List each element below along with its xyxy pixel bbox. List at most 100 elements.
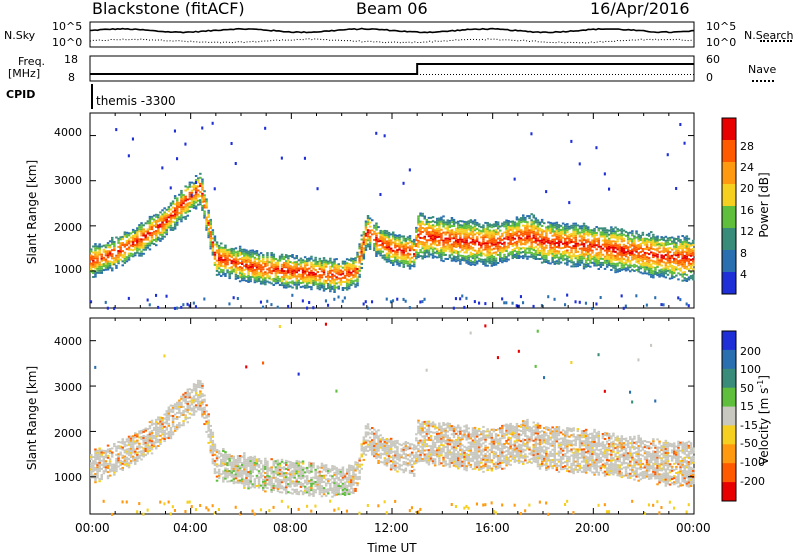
heatmap-cell: [169, 208, 173, 211]
heatmap-cell: [234, 162, 237, 165]
heatmap-cell: [220, 275, 223, 277]
heatmap-cell: [622, 233, 626, 236]
heatmap-cell: [608, 247, 611, 250]
heatmap-cell: [165, 225, 168, 227]
heatmap-cell: [471, 261, 475, 264]
heatmap-cell: [610, 230, 613, 233]
heatmap-cell: [373, 224, 376, 227]
heatmap-cell: [257, 486, 261, 489]
heatmap-cell: [459, 228, 462, 231]
heatmap-cell: [658, 247, 661, 250]
heatmap-cell: [146, 238, 150, 241]
heatmap-cell: [92, 257, 95, 260]
heatmap-cell: [566, 259, 569, 262]
heatmap-cell: [362, 302, 365, 306]
heatmap-cell: [578, 257, 582, 260]
heatmap-cell: [148, 222, 152, 224]
heatmap-cell: [599, 261, 603, 264]
heatmap-cell: [599, 253, 603, 256]
heatmap-cell: [492, 225, 496, 228]
heatmap-cell: [245, 253, 248, 256]
heatmap-cell: [603, 235, 607, 238]
heatmap-cell: [626, 258, 630, 261]
heatmap-cell: [241, 263, 244, 265]
heatmap-cell: [425, 239, 429, 242]
heatmap-cell: [459, 220, 462, 223]
heatmap-cell: [165, 426, 168, 429]
heatmap-cell: [165, 422, 168, 425]
heatmap-cell: [205, 206, 208, 209]
heatmap-cell: [150, 232, 154, 235]
heatmap-cell: [396, 255, 399, 258]
heatmap-cell: [385, 256, 389, 259]
heatmap-cell: [427, 245, 431, 248]
heatmap-cell: [134, 450, 137, 453]
heatmap-cell: [463, 231, 466, 234]
heatmap-cell: [94, 475, 97, 478]
heatmap-cell: [327, 276, 330, 279]
heatmap-cell: [96, 245, 99, 248]
heatmap-cell: [203, 196, 206, 199]
heatmap-cell: [144, 242, 147, 245]
heatmap-cell: [262, 478, 265, 481]
heatmap-cell: [131, 459, 135, 462]
heatmap-cell: [238, 245, 242, 248]
heatmap-cell: [129, 460, 133, 463]
heatmap-cell: [616, 268, 619, 271]
heatmap-cell: [190, 403, 194, 406]
heatmap-cell: [148, 433, 152, 436]
heatmap-cell: [173, 197, 177, 200]
heatmap-cell: [501, 249, 504, 251]
heatmap-cell: [165, 432, 168, 435]
heatmap-cell: [148, 421, 152, 424]
heatmap-cell: [501, 297, 504, 301]
heatmap-cell: [658, 271, 661, 274]
heatmap-cell: [178, 216, 181, 219]
heatmap-cell: [297, 279, 301, 282]
heatmap-cell: [538, 235, 542, 238]
heatmap-cell: [134, 240, 137, 242]
heatmap-cell: [417, 256, 420, 258]
heatmap-cell: [108, 262, 112, 265]
heatmap-cell: [486, 242, 489, 245]
heatmap-cell: [392, 262, 395, 264]
heatmap-cell: [134, 231, 137, 234]
heatmap-cell: [574, 236, 577, 239]
heatmap-cell: [689, 252, 693, 255]
heatmap-cell: [396, 249, 399, 252]
heatmap-cell: [249, 476, 252, 479]
heatmap-cell: [631, 230, 634, 233]
heatmap-cell: [251, 251, 254, 254]
heatmap-cell: [295, 281, 298, 284]
heatmap-cell: [150, 217, 154, 220]
heatmap-cell: [538, 245, 542, 248]
heatmap-cell: [123, 245, 127, 248]
heatmap-cell: [287, 255, 290, 258]
heatmap-cell: [125, 464, 129, 467]
heatmap-cell: [532, 234, 535, 237]
heatmap-cell: [108, 244, 112, 247]
heatmap-cell: [192, 397, 196, 400]
heatmap-cell: [580, 237, 584, 240]
heatmap-cell: [209, 424, 212, 427]
heatmap-cell: [490, 254, 494, 257]
heatmap-cell: [161, 421, 164, 424]
heatmap-cell: [167, 500, 170, 504]
heatmap-cell: [584, 229, 588, 232]
heatmap-cell: [217, 255, 221, 258]
heatmap-cell: [234, 253, 238, 256]
heatmap-cell: [308, 275, 311, 278]
heatmap-cell: [299, 259, 303, 262]
heatmap-cell: [255, 280, 259, 283]
heatmap-cell: [652, 262, 655, 265]
heatmap-cell: [272, 280, 275, 282]
heatmap-cell: [461, 230, 464, 233]
heatmap-cell: [687, 278, 691, 281]
heatmap-cell: [639, 267, 642, 270]
heatmap-cell: [90, 268, 93, 271]
heatmap-cell: [165, 214, 168, 217]
heatmap-cell: [406, 256, 410, 259]
heatmap-cell: [182, 411, 185, 414]
heatmap-cell: [398, 240, 401, 243]
heatmap-cell: [169, 228, 173, 231]
